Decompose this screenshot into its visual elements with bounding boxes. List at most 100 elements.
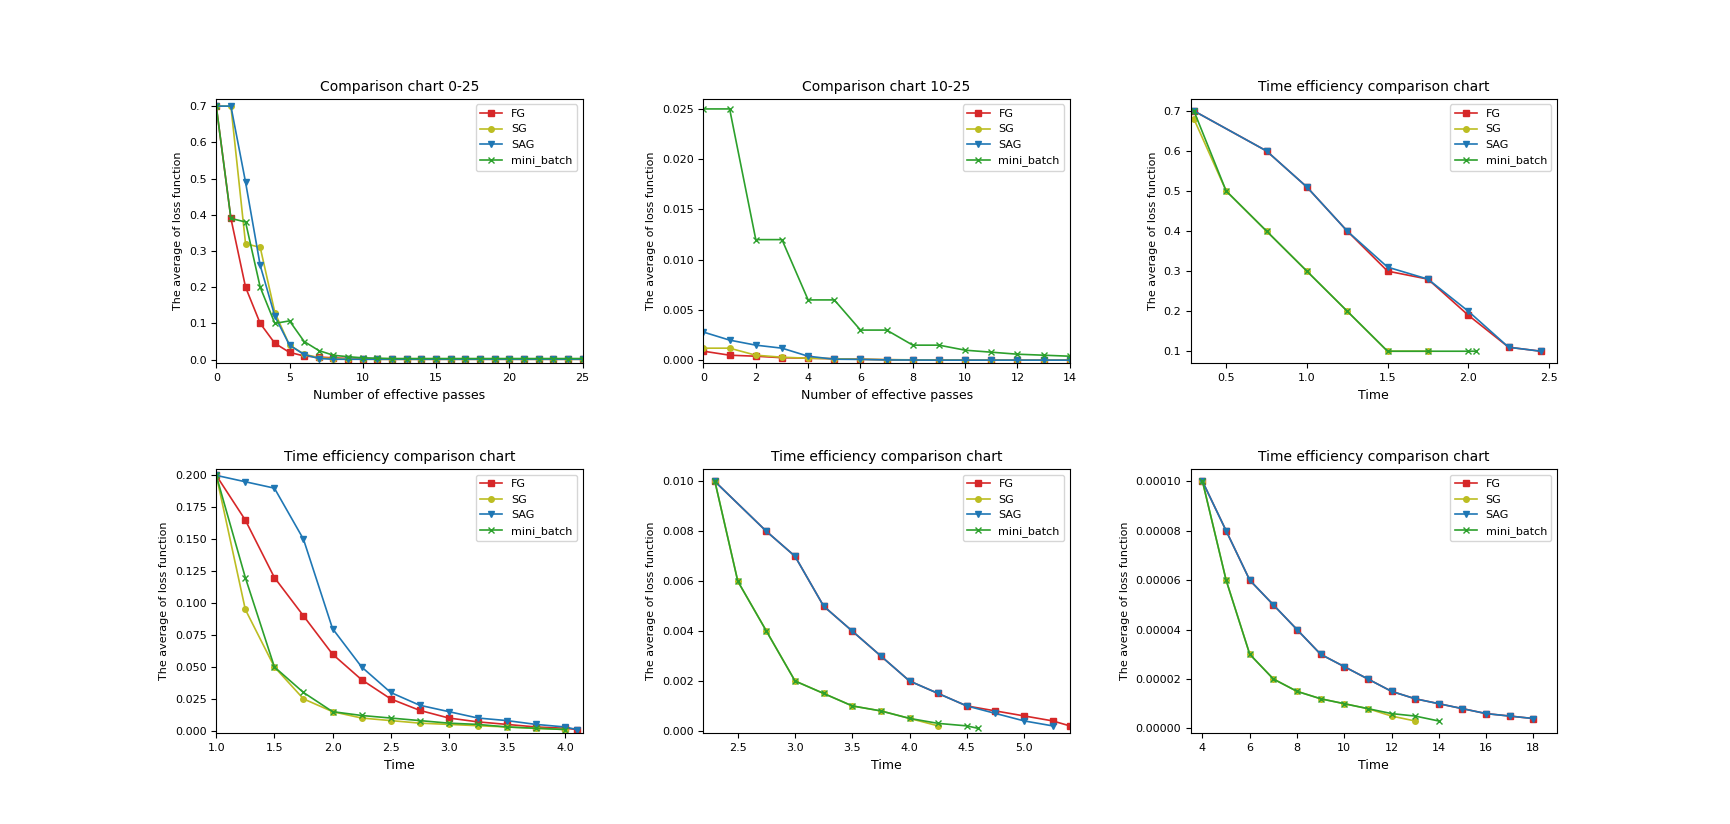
mini_batch xyxy=(322,707,343,717)
FG xyxy=(426,354,446,364)
FG xyxy=(1451,704,1472,714)
Legend: FG, SG, SAG, mini_batch: FG, SG, SAG, mini_batch xyxy=(476,105,578,171)
mini_batch xyxy=(900,714,920,723)
SG xyxy=(1216,575,1237,585)
X-axis label: Number of effective passes: Number of effective passes xyxy=(801,389,972,401)
mini_batch xyxy=(1059,351,1080,361)
FG xyxy=(870,651,891,661)
SG xyxy=(528,354,548,364)
mini_batch xyxy=(557,353,578,363)
FG xyxy=(1256,146,1277,156)
X-axis label: Number of effective passes: Number of effective passes xyxy=(313,389,486,401)
Line: SAG: SAG xyxy=(213,473,580,733)
FG xyxy=(984,706,1005,716)
X-axis label: Time: Time xyxy=(872,759,901,771)
SAG xyxy=(206,101,227,111)
SAG xyxy=(426,354,446,364)
Title: Time efficiency comparison chart: Time efficiency comparison chart xyxy=(1258,80,1490,94)
SG xyxy=(353,354,374,364)
Line: mini_batch: mini_batch xyxy=(1192,108,1479,354)
SAG xyxy=(1192,476,1213,486)
mini_batch xyxy=(412,353,432,363)
FG xyxy=(823,353,844,363)
FG xyxy=(785,551,806,561)
FG xyxy=(900,676,920,686)
FG xyxy=(1381,686,1401,696)
FG xyxy=(351,675,372,685)
SG xyxy=(1256,226,1277,236)
SAG xyxy=(265,311,285,321)
mini_batch xyxy=(981,347,1002,357)
FG xyxy=(573,354,593,364)
SG xyxy=(249,242,270,252)
SG xyxy=(438,719,458,729)
SG xyxy=(555,724,576,734)
FG xyxy=(220,213,240,223)
mini_batch xyxy=(704,476,725,486)
FG xyxy=(337,353,358,363)
FG xyxy=(849,354,870,364)
FG xyxy=(265,339,285,349)
FG xyxy=(396,354,417,364)
SG xyxy=(324,353,344,363)
mini_batch xyxy=(877,325,898,335)
mini_batch xyxy=(957,721,977,731)
FG xyxy=(957,701,977,711)
SG xyxy=(220,101,240,111)
SG xyxy=(265,307,285,317)
SAG xyxy=(1296,182,1317,192)
FG xyxy=(1498,342,1519,352)
Line: FG: FG xyxy=(1199,479,1536,721)
SAG xyxy=(249,260,270,270)
mini_batch xyxy=(235,217,256,227)
SG xyxy=(294,349,315,359)
SG xyxy=(981,355,1002,365)
SG xyxy=(573,354,593,364)
mini_batch xyxy=(1405,711,1426,721)
FG xyxy=(798,353,818,363)
SG xyxy=(927,721,948,731)
SAG xyxy=(1405,694,1426,704)
mini_batch xyxy=(438,719,458,728)
mini_batch xyxy=(1033,350,1054,360)
SAG xyxy=(1476,709,1496,719)
mini_batch xyxy=(573,353,593,363)
FG xyxy=(1377,266,1398,276)
SG xyxy=(382,354,403,364)
SG xyxy=(426,354,446,364)
Title: Time efficiency comparison chart: Time efficiency comparison chart xyxy=(284,450,516,464)
FG xyxy=(1458,311,1479,321)
mini_batch xyxy=(720,104,740,114)
FG xyxy=(1059,355,1080,365)
SAG xyxy=(324,354,344,364)
SG xyxy=(694,344,714,353)
SAG xyxy=(467,713,488,723)
mini_batch xyxy=(555,724,576,734)
mini_batch xyxy=(1007,349,1028,359)
SAG xyxy=(1216,526,1237,536)
FG xyxy=(1059,721,1080,731)
Legend: FG, SG, SAG, mini_batch: FG, SG, SAG, mini_batch xyxy=(476,475,578,541)
SAG xyxy=(849,354,870,364)
SAG xyxy=(1522,714,1543,723)
Line: FG: FG xyxy=(1192,108,1543,354)
FG xyxy=(1310,649,1330,659)
mini_batch xyxy=(1337,307,1358,316)
SAG xyxy=(382,354,403,364)
SG xyxy=(1183,114,1204,124)
SG xyxy=(1337,307,1358,316)
FG xyxy=(249,318,270,328)
SAG xyxy=(1041,721,1062,731)
SAG xyxy=(292,534,313,544)
SG xyxy=(903,355,924,365)
SAG xyxy=(1429,699,1450,709)
Title: Comparison chart 0-25: Comparison chart 0-25 xyxy=(320,80,479,94)
Line: SG: SG xyxy=(1199,479,1419,723)
SAG xyxy=(1358,674,1379,684)
SAG xyxy=(785,551,806,561)
FG xyxy=(412,354,432,364)
SAG xyxy=(498,354,519,364)
SG xyxy=(1417,346,1438,356)
mini_batch xyxy=(467,719,488,729)
mini_batch xyxy=(351,710,372,720)
